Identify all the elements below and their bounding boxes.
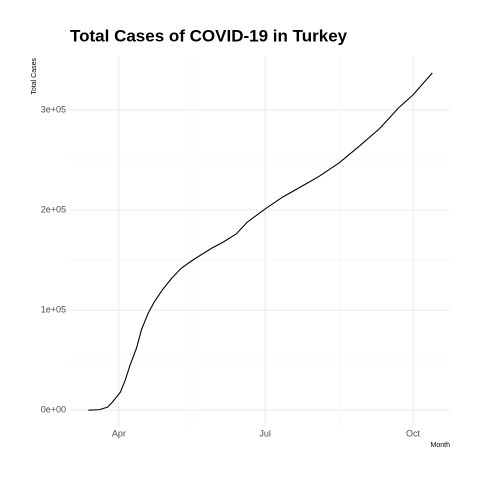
x-tick-label: Jul [259,428,271,438]
y-tick-label: 0e+00 [41,405,66,415]
chart-title: Total Cases of COVID-19 in Turkey [70,26,348,45]
y-tick-label: 3e+05 [41,104,66,114]
line-series [88,72,433,411]
x-tick-label: Oct [406,428,421,438]
y-axis-label: Total Cases [31,58,38,95]
y-tick-label: 1e+05 [41,304,66,314]
x-tick-label: Apr [112,428,126,438]
y-tick-label: 2e+05 [41,204,66,214]
x-axis-label: Month [431,442,451,449]
